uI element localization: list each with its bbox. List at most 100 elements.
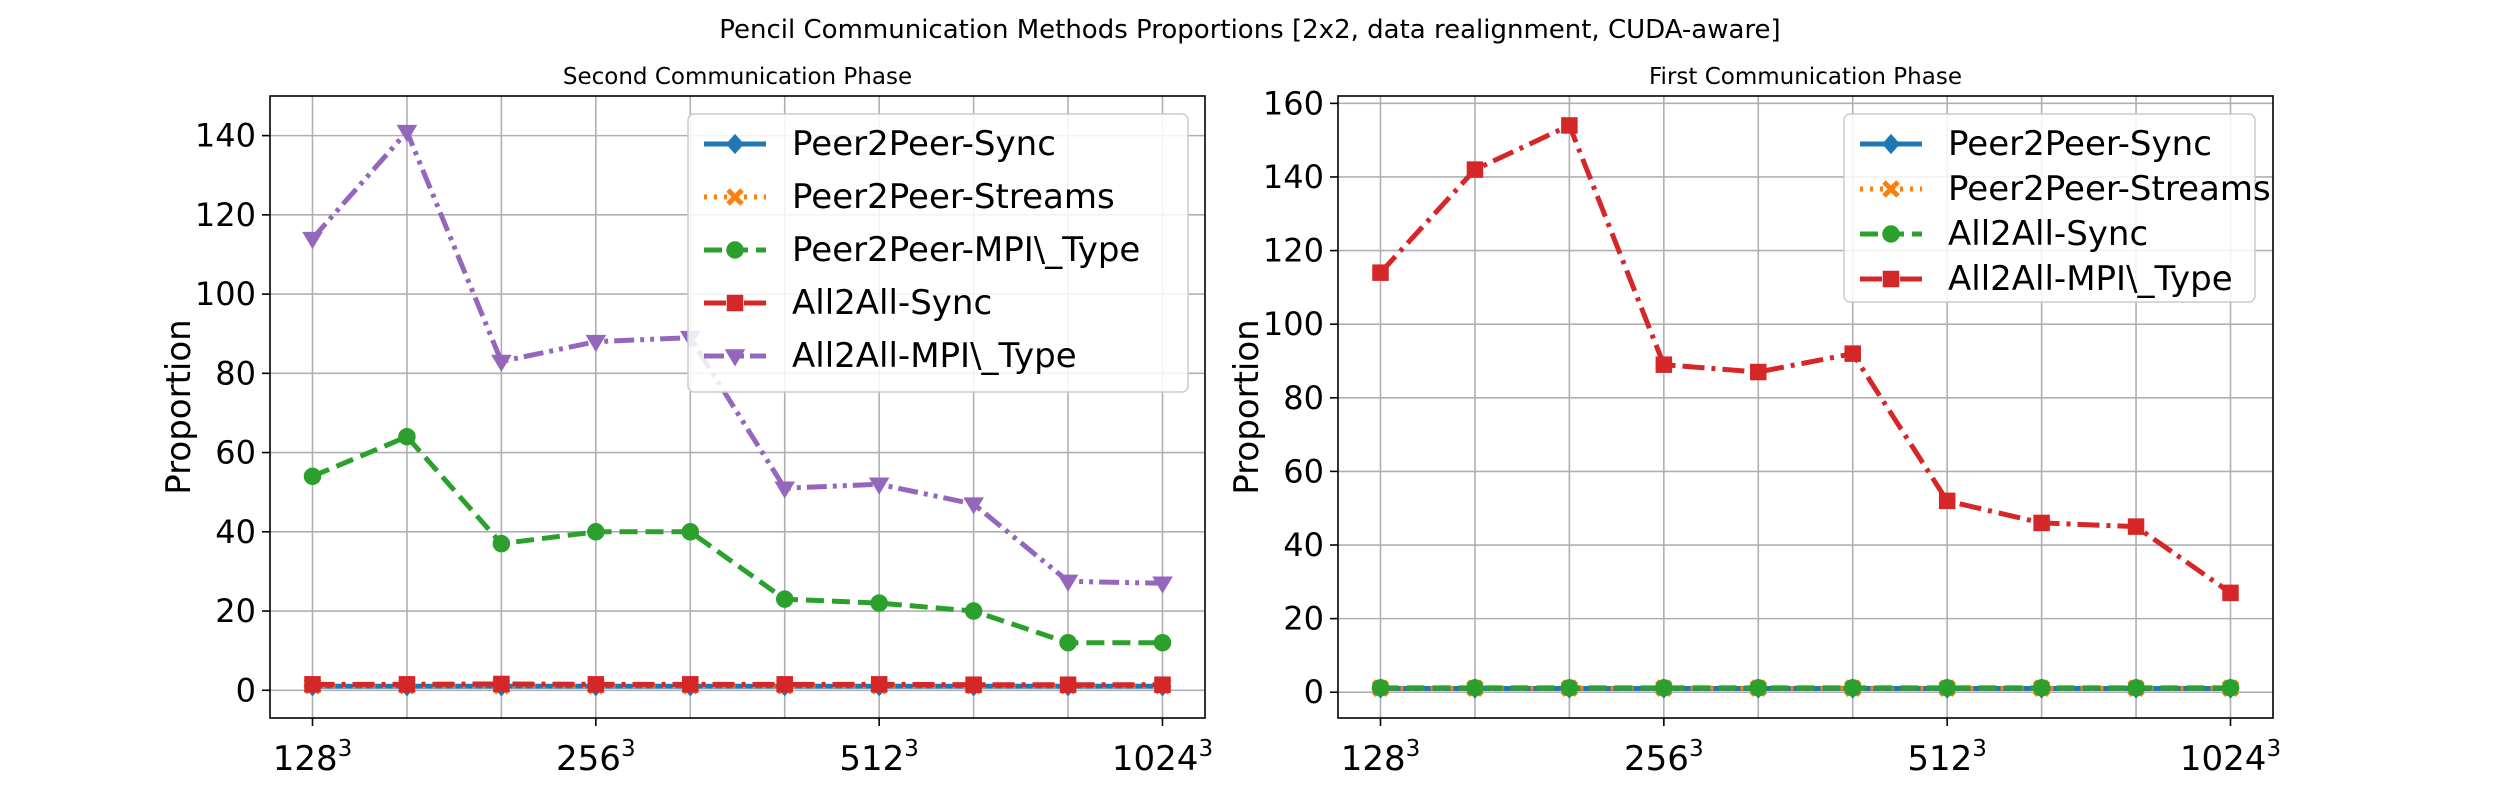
legend-box	[687, 113, 1189, 393]
chart-title: Second Communication Phase	[563, 64, 912, 90]
y-tick-label: 120	[195, 196, 256, 234]
series-line	[311, 434, 1163, 646]
plot-frame	[1337, 95, 2274, 719]
data-point-point-2	[492, 534, 511, 553]
y-tick-label: 20	[1283, 600, 1324, 638]
y-tick-label: 120	[1263, 232, 1324, 270]
data-point-point-7	[963, 497, 984, 515]
data-point-point-7	[964, 602, 983, 620]
data-point-point-6	[1938, 492, 1956, 510]
data-point-point-1	[398, 427, 416, 446]
chart-second-phase: Second Communication Phase 0 20 40 60 80 100 12…	[159, 64, 1213, 779]
legend-label: Peer2Peer-Sync	[792, 124, 1056, 164]
data-point-point-6	[868, 477, 890, 495]
legend-label: Peer2Peer-Streams	[1948, 169, 2271, 209]
legend-label: Peer2Peer-MPI\_Type	[792, 230, 1140, 270]
data-point-point-0	[1371, 679, 1390, 697]
x-tick-label: 5123	[839, 736, 919, 779]
legend-label: All2All-Sync	[792, 283, 992, 323]
series-peer2peer-mpi-type	[303, 427, 1172, 652]
data-point-point-9	[1153, 633, 1172, 652]
legend-legend-marker	[1881, 133, 1901, 155]
y-tick-label: 60	[215, 434, 256, 472]
x-tick-label: 1283	[273, 736, 353, 779]
x-tick-label: 10243	[2180, 736, 2281, 779]
x-tick-label: 10243	[1112, 736, 1213, 779]
data-point-point-8	[1057, 574, 1079, 592]
data-point-point-0	[303, 467, 322, 486]
data-point-point-4	[682, 676, 699, 693]
data-point-point-6	[870, 676, 888, 693]
series-all2all-sync	[1371, 679, 2240, 697]
x-tick-label: 2563	[1624, 736, 1704, 779]
data-point-point-6	[1938, 679, 1956, 697]
legend-legend-marker	[726, 294, 744, 312]
data-point-point-2	[493, 675, 510, 693]
legend-label: Peer2Peer-Streams	[792, 177, 1115, 217]
x-tick-label: 1283	[1341, 736, 1421, 779]
y-tick-label: 160	[1263, 84, 1324, 122]
data-point-point-1	[396, 124, 418, 143]
legend-legend-marker	[1882, 270, 1900, 288]
legend-label: All2All-MPI\_Type	[792, 336, 1077, 376]
legend: Peer2Peer-Sync Peer2Peer-Streams All2All-S…	[1843, 113, 2271, 303]
legend-legend-marker	[726, 241, 744, 259]
data-point-point-8	[2127, 518, 2145, 535]
data-point-point-4	[1749, 679, 1768, 697]
data-point-point-8	[1059, 676, 1077, 693]
legend-label: Peer2Peer-Sync	[1948, 124, 2212, 164]
data-point-point-9	[1154, 676, 1171, 693]
plot-frame	[269, 95, 1206, 719]
legend-label: All2All-MPI\_Type	[1948, 259, 2233, 299]
chart-first-phase: First Communication Phase 0 20 40 60 80 100 120…	[1227, 64, 2281, 779]
data-point-point-2	[491, 354, 512, 372]
data-point-point-5	[1844, 345, 1861, 362]
y-tick-label: 0	[236, 671, 256, 709]
data-point-point-3	[587, 676, 605, 693]
data-point-point-9	[1152, 576, 1173, 594]
data-point-point-8	[1059, 633, 1077, 652]
data-point-point-2	[1561, 117, 1578, 134]
data-point-point-1	[398, 676, 416, 693]
data-point-point-3	[585, 334, 607, 353]
data-point-point-3	[587, 523, 605, 541]
data-point-point-4	[1750, 363, 1767, 381]
data-point-point-5	[776, 676, 793, 693]
y-tick-label: 140	[195, 117, 256, 155]
data-point-point-3	[1655, 356, 1673, 373]
data-point-point-7	[2032, 679, 2051, 697]
data-point-point-7	[2033, 514, 2050, 532]
legend-box	[1843, 113, 2256, 303]
y-axis-label: Proportion	[1227, 319, 1267, 494]
data-point-point-5	[1843, 679, 1862, 697]
data-point-point-0	[1372, 264, 1389, 281]
legend-legend-marker	[726, 188, 744, 206]
data-point-point-9	[2222, 584, 2239, 602]
data-point-point-1	[1466, 679, 1484, 697]
data-point-point-5	[774, 481, 796, 499]
y-tick-label: 40	[1283, 526, 1324, 564]
data-point-point-5	[775, 590, 794, 608]
data-point-point-8	[2127, 679, 2145, 697]
y-tick-label: 140	[1263, 158, 1324, 196]
data-point-point-3	[1655, 679, 1673, 697]
x-tick-label: 5123	[1907, 736, 1987, 779]
data-point-point-6	[870, 594, 888, 612]
data-point-point-4	[681, 523, 700, 541]
y-tick-label: 100	[1263, 305, 1324, 343]
data-point-point-9	[2221, 679, 2240, 697]
data-point-point-2	[1560, 679, 1579, 697]
data-point-point-1	[1466, 161, 1484, 178]
legend-legend-marker	[725, 133, 745, 155]
legend: Peer2Peer-Sync Peer2Peer-Streams Peer2Peer…	[687, 113, 1189, 393]
series-line	[312, 681, 1163, 688]
series-all2all-sync	[304, 675, 1171, 693]
legend-legend-marker	[1882, 225, 1900, 243]
series-all2all-mpi-type	[1372, 117, 2239, 602]
y-tick-label: 60	[1283, 452, 1324, 490]
data-point-point-0	[304, 676, 321, 693]
legend-label: All2All-Sync	[1948, 214, 2148, 254]
y-tick-label: 40	[215, 513, 256, 551]
series-line	[1378, 122, 2232, 595]
